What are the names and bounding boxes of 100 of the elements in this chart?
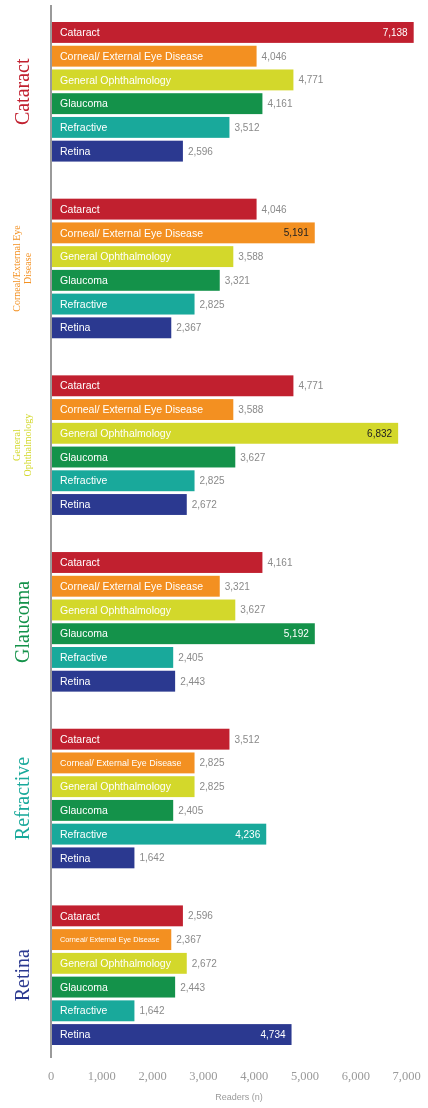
bar — [51, 799, 174, 821]
text: Retina — [60, 674, 91, 687]
x-tick-label: 2,000 — [138, 1069, 167, 1083]
y-tick-label: Corneal/External Eye Disease — [11, 224, 33, 312]
text: Corneal/ External Eye Disease — [60, 403, 203, 416]
y-tick-label: Refractive — [11, 756, 33, 841]
text: Glaucoma — [60, 450, 108, 463]
x-tick-label: 4,000 — [240, 1069, 269, 1083]
data-label: 2,596 — [187, 145, 214, 157]
series-label: General Ophthalmology — [60, 73, 172, 86]
text: Glaucoma — [60, 627, 108, 640]
series-label: Cataract — [60, 26, 100, 39]
text: Refractive — [60, 474, 108, 487]
text: Corneal/ External Eye Disease — [60, 758, 182, 769]
data-label: 4,771 — [298, 74, 324, 86]
data-label: 3,627 — [240, 604, 266, 616]
bar — [51, 847, 135, 869]
text: Glaucoma — [60, 804, 108, 817]
bar — [51, 623, 315, 645]
data-label: 2,443 — [180, 675, 206, 687]
data-label: 2,405 — [178, 804, 204, 816]
bar — [51, 422, 399, 444]
data-label: 2,672 — [191, 499, 218, 510]
data-label: 4,161 — [267, 98, 293, 110]
x-tick-label: 3,000 — [189, 1069, 218, 1083]
data-label: 4,046 — [261, 50, 288, 62]
series-label: Glaucoma — [60, 97, 109, 110]
bar — [51, 647, 174, 668]
data-label: 2,825 — [199, 475, 225, 487]
data-label: 1,642 — [139, 1005, 165, 1017]
text: General Ophthalmology — [60, 780, 171, 793]
text: Retina — [60, 851, 91, 864]
data-label: 2,367 — [176, 934, 202, 946]
text: Cataract — [60, 202, 100, 215]
series-label: Corneal/ External Eye Disease — [60, 49, 204, 62]
bar — [51, 93, 263, 115]
text: Refractive — [60, 297, 108, 310]
text: Glaucoma — [60, 980, 108, 993]
data-label: 2,596 — [187, 910, 214, 922]
x-tick-label: 7,000 — [392, 1069, 421, 1083]
text: Retina — [60, 144, 91, 157]
data-label: 2,367 — [176, 322, 202, 334]
text: Retina — [60, 1028, 91, 1041]
y-tick-label: Glaucoma — [11, 580, 33, 663]
bar — [51, 317, 172, 339]
text: Corneal/ External Eye Disease — [60, 226, 203, 239]
text: Cataract — [60, 556, 100, 569]
text: Cataract — [60, 732, 100, 745]
x-axis-title: Readers (n) — [215, 1092, 263, 1102]
data-label: 4,046 — [261, 203, 288, 215]
data-label: 3,321 — [224, 580, 251, 592]
data-label: 3,588 — [238, 251, 264, 263]
data-label: 2,825 — [199, 298, 225, 310]
data-label: 5,192 — [283, 628, 310, 640]
bar — [51, 728, 230, 750]
text: Refractive — [60, 651, 108, 664]
x-tick-label: 5,000 — [290, 1069, 320, 1083]
bar — [51, 823, 267, 845]
text: General Ophthalmology — [60, 603, 171, 616]
data-label: 6,832 — [367, 427, 393, 439]
data-label: 4,161 — [267, 557, 293, 568]
text: General Ophthalmology — [60, 426, 171, 439]
bar — [51, 140, 183, 162]
data-label: 2,672 — [191, 957, 218, 969]
data-label: 4,236 — [235, 828, 261, 840]
data-label: 2,443 — [180, 981, 206, 993]
bar — [51, 494, 187, 515]
series-label: Retina — [60, 321, 91, 334]
data-label: 7,138 — [382, 26, 409, 38]
text: General Ophthalmology — [60, 957, 171, 970]
y-tick-label: Cataract — [11, 58, 33, 126]
data-label: 2,405 — [178, 651, 204, 663]
text: Cataract — [60, 379, 100, 392]
data-label: 3,627 — [240, 451, 266, 463]
bar — [51, 198, 257, 220]
data-label: 2,825 — [199, 757, 225, 769]
bar — [51, 905, 183, 927]
data-label: 4,734 — [260, 1029, 286, 1041]
bar — [51, 269, 220, 291]
text: Glaucoma — [60, 274, 108, 287]
data-label: 1,642 — [139, 852, 165, 864]
x-tick-label: 1,000 — [87, 1069, 116, 1083]
data-label: 3,321 — [224, 274, 251, 286]
bar — [51, 293, 195, 315]
data-label: 5,191 — [283, 227, 310, 239]
bar — [51, 552, 263, 573]
data-label: 4,771 — [298, 380, 324, 392]
bar — [51, 976, 176, 998]
series-label: Refractive — [60, 827, 108, 840]
bar — [51, 470, 195, 492]
text: Corneal/ External Eye Disease — [60, 579, 203, 592]
text: General Ophthalmology — [60, 250, 171, 263]
x-tick-label: 0 — [47, 1069, 55, 1083]
x-tick-label: 6,000 — [341, 1069, 370, 1083]
text: Retina — [60, 498, 91, 511]
text: Refractive — [60, 1004, 108, 1017]
bar — [51, 375, 294, 397]
data-label: 3,512 — [234, 121, 260, 133]
bar — [51, 1024, 292, 1045]
data-label: 3,588 — [238, 404, 264, 416]
